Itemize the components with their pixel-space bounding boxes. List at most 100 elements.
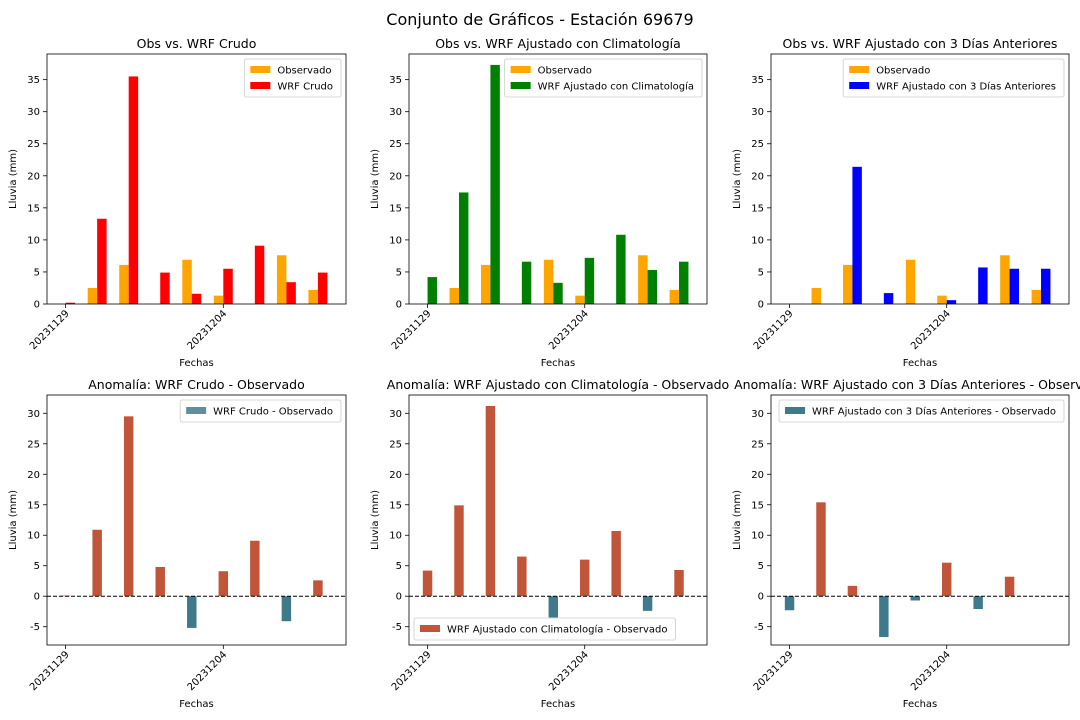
y-tick-label: 10 bbox=[751, 235, 764, 246]
legend-label: WRF Crudo bbox=[277, 82, 333, 93]
legend: WRF Crudo - Observado bbox=[179, 399, 342, 423]
subplot-title: Anomalía: WRF Ajustado con 3 Días Anteri… bbox=[734, 377, 1080, 392]
bar-wrf-0 bbox=[427, 277, 437, 304]
legend-label: WRF Crudo - Observado bbox=[213, 407, 333, 418]
bar-wrf-1 bbox=[97, 218, 107, 304]
bar-wrf-3 bbox=[521, 261, 532, 304]
subplot-title: Anomalía: WRF Crudo - Observado bbox=[88, 377, 305, 392]
anomaly-bar-2 bbox=[847, 585, 858, 597]
anomaly-bar-5 bbox=[942, 562, 952, 597]
subplot-1: 0 5 10 15 20 25 30 35 20231129 20231204 Fechas Lluv… bbox=[8, 36, 347, 369]
bar-observado-5 bbox=[937, 295, 947, 304]
y-tick-label: 10 bbox=[27, 235, 40, 246]
y-tick-label: 0 bbox=[396, 592, 402, 603]
bar-wrf-6 bbox=[978, 267, 988, 304]
legend-swatch bbox=[849, 66, 870, 73]
y-tick-label: 30 bbox=[27, 409, 40, 420]
anomaly-bar-5 bbox=[580, 559, 590, 597]
bar-observado-2 bbox=[842, 264, 853, 304]
y-tick-label: 20 bbox=[751, 171, 764, 182]
x-axis-label: Fechas bbox=[541, 358, 576, 369]
plot-area bbox=[47, 416, 346, 628]
anomaly-bar-3 bbox=[879, 596, 889, 638]
bar-wrf-2 bbox=[852, 166, 862, 304]
y-tick-label: 5 bbox=[396, 267, 402, 278]
legend-swatch bbox=[510, 66, 531, 73]
x-axis-label: Fechas bbox=[179, 358, 214, 369]
anomaly-bar-6 bbox=[973, 596, 983, 610]
bar-observado-4 bbox=[182, 259, 192, 304]
anomaly-bar-0 bbox=[422, 570, 433, 597]
bar-wrf-5 bbox=[584, 257, 595, 304]
y-tick-label: 10 bbox=[389, 235, 402, 246]
subplot-title: Anomalía: WRF Ajustado con Climatología … bbox=[387, 377, 729, 392]
plot-area bbox=[65, 76, 328, 304]
legend-label: WRF Ajustado con 3 Días Anteriores bbox=[876, 81, 1056, 93]
y-tick-label: 0 bbox=[758, 592, 764, 603]
y-tick-label: 15 bbox=[389, 500, 402, 511]
bar-observado-7 bbox=[1000, 255, 1010, 304]
bar-wrf-2 bbox=[490, 64, 500, 304]
y-tick-label: 30 bbox=[389, 107, 402, 118]
bar-observado-5 bbox=[213, 295, 224, 304]
y-tick-label: 25 bbox=[389, 439, 402, 450]
bar-observado-8 bbox=[308, 289, 318, 304]
subplot-title: Obs vs. WRF Ajustado con 3 Días Anterior… bbox=[783, 36, 1058, 51]
y-tick-label: 15 bbox=[27, 500, 40, 511]
y-tick-label: 0 bbox=[758, 300, 764, 311]
subplot-4: -5 0 5 10 15 20 25 30 20231129 20231204 Fechas Lluv… bbox=[8, 377, 347, 710]
y-tick-label: -5 bbox=[392, 622, 402, 633]
x-tick-label: 20231129 bbox=[28, 649, 72, 693]
bar-observado-8 bbox=[669, 289, 680, 304]
legend-swatch bbox=[849, 82, 870, 89]
y-tick-label: 20 bbox=[389, 470, 402, 481]
bar-wrf-4 bbox=[191, 293, 202, 304]
y-axis-label: Lluvia (mm) bbox=[732, 149, 743, 209]
axes-frame bbox=[408, 394, 708, 646]
y-axis-label: Lluvia (mm) bbox=[8, 490, 19, 550]
y-tick-label: 5 bbox=[758, 561, 764, 572]
y-tick-label: 25 bbox=[27, 439, 40, 450]
legend-label: Observado bbox=[876, 66, 930, 77]
y-tick-label: 25 bbox=[751, 139, 764, 150]
bar-wrf-5 bbox=[946, 300, 957, 304]
anomaly-bar-1 bbox=[454, 505, 464, 597]
anomaly-bar-0 bbox=[784, 596, 795, 611]
subplot-3: 0 5 10 15 20 25 30 35 20231129 20231204 Fechas Lluv… bbox=[732, 36, 1070, 369]
legend-box bbox=[413, 617, 676, 641]
bar-wrf-2 bbox=[128, 76, 139, 304]
bar-observado-8 bbox=[1031, 289, 1042, 304]
y-tick-label: 20 bbox=[27, 470, 40, 481]
legend-label: Observado bbox=[538, 66, 592, 77]
x-axis-label: Fechas bbox=[903, 699, 938, 710]
legend-box bbox=[504, 58, 703, 98]
legend-label: WRF Ajustado con Climatología bbox=[538, 81, 694, 93]
x-tick-label: 20231129 bbox=[390, 649, 434, 693]
anomaly-bar-4 bbox=[910, 596, 920, 601]
subplot-6: -5 0 5 10 15 20 25 30 20231129 20231204 Fechas Lluv… bbox=[732, 377, 1080, 710]
legend-swatch bbox=[785, 407, 806, 414]
y-tick-label: 0 bbox=[396, 300, 402, 311]
y-tick-label: 10 bbox=[389, 531, 402, 542]
bar-wrf-0 bbox=[65, 302, 76, 304]
y-tick-label: 25 bbox=[751, 439, 764, 450]
y-tick-label: 5 bbox=[34, 561, 40, 572]
y-tick-label: 30 bbox=[751, 409, 764, 420]
anomaly-bar-5 bbox=[218, 571, 229, 597]
y-tick-label: 30 bbox=[389, 409, 402, 420]
x-tick-label: 20231204 bbox=[909, 308, 953, 352]
bar-wrf-3 bbox=[160, 272, 170, 304]
bar-wrf-7 bbox=[286, 282, 296, 304]
y-axis-label: Lluvia (mm) bbox=[370, 490, 381, 550]
y-tick-label: 15 bbox=[389, 203, 402, 214]
axes-frame bbox=[770, 53, 1070, 305]
bar-wrf-7 bbox=[1009, 268, 1020, 304]
y-tick-label: 10 bbox=[27, 531, 40, 542]
y-tick-label: 0 bbox=[34, 592, 40, 603]
bar-wrf-7 bbox=[647, 270, 658, 304]
legend: Observado WRF Ajustado con Climatología bbox=[504, 58, 703, 98]
y-tick-label: 30 bbox=[27, 107, 40, 118]
subplot-title: Obs vs. WRF Crudo bbox=[137, 36, 257, 51]
legend-swatch bbox=[420, 625, 440, 632]
bar-observado-2 bbox=[480, 264, 491, 304]
